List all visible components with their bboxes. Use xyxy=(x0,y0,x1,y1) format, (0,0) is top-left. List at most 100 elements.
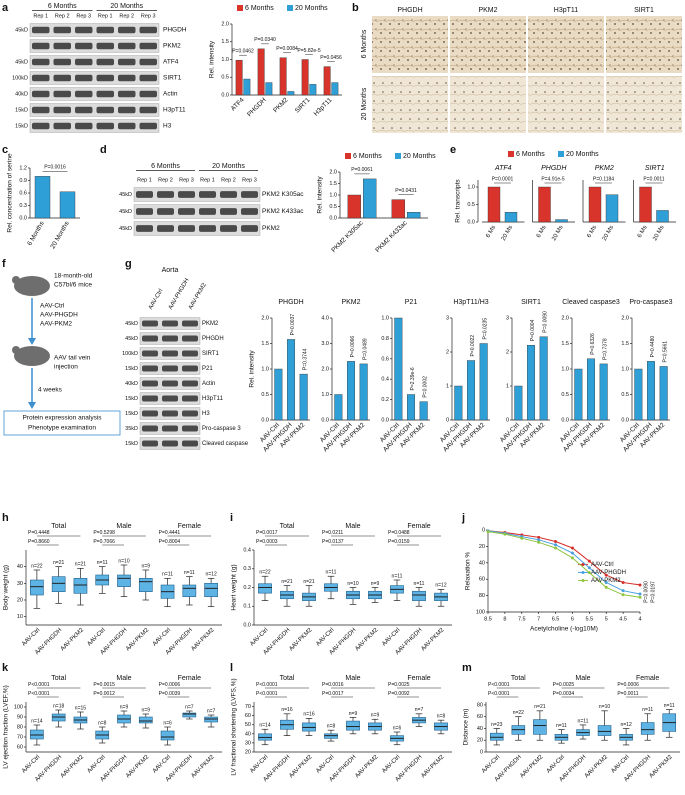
legend-swatch xyxy=(237,5,243,11)
x-tick-label: AAV-Ctrl xyxy=(610,754,630,774)
x-tick-label: AAV-Ctrl xyxy=(381,627,401,647)
blot-band xyxy=(139,58,157,66)
y-axis-label: Heart weight (g) xyxy=(231,564,238,610)
y-tick-label: 60 xyxy=(477,714,483,720)
blot-band xyxy=(157,208,174,215)
group-title: Male xyxy=(575,675,590,682)
panel-letter: m xyxy=(462,662,472,674)
p-value: P=0.4480 xyxy=(650,336,656,358)
kd-marker: 100kD xyxy=(122,351,138,357)
y-tick-label: 0.0 xyxy=(621,417,629,423)
lane-label: AAV-Ctrl xyxy=(148,288,164,311)
bar xyxy=(407,394,416,421)
blot-band xyxy=(53,74,71,82)
chart-title: H3pT11/H3 xyxy=(453,299,488,306)
x-tick-label: AAV-Ctrl xyxy=(381,754,401,774)
group-title: Male xyxy=(345,675,360,682)
kd-marker: 45kD xyxy=(119,226,132,232)
legend-label: 6 Months xyxy=(353,153,382,160)
box xyxy=(73,578,88,594)
x-tick-label: PKM2 xyxy=(272,96,290,114)
y-tick-label: 0.0 xyxy=(19,215,27,221)
bar xyxy=(639,186,652,223)
bar xyxy=(34,176,51,219)
legend-swatch xyxy=(508,151,514,157)
n-label: n=11 xyxy=(642,707,653,713)
protein-label: P21 xyxy=(202,366,213,372)
n-label: n=12 xyxy=(435,583,446,589)
blot-band xyxy=(118,42,136,50)
blot-band xyxy=(162,320,178,327)
legend-label: 20 Months xyxy=(566,151,599,158)
x-tick-label: 8 xyxy=(503,616,506,622)
bar xyxy=(574,368,583,421)
p-value: P=0.0197 xyxy=(650,581,656,603)
y-tick-label: 0.3 xyxy=(19,203,27,209)
panel-letter: h xyxy=(2,512,9,524)
n-label: n=21 xyxy=(534,704,545,710)
lane-label: Rep 1 xyxy=(33,13,48,19)
x-tick-label: PHGDH xyxy=(246,96,268,118)
bar xyxy=(479,343,488,421)
lane-label: Rep 2 xyxy=(55,13,70,19)
y-tick-label: 1.2 xyxy=(19,165,27,171)
blot-band xyxy=(136,191,153,198)
y-tick-label: 2.0 xyxy=(221,21,229,27)
y-tick-label: 70 xyxy=(245,704,251,710)
x-tick-label: AAV-PKM2 xyxy=(190,627,216,653)
blot-band xyxy=(220,191,237,198)
n-label: n=9 xyxy=(120,704,129,710)
blot-band xyxy=(96,42,114,50)
y-tick-label: 0.5 xyxy=(329,204,337,210)
blot-band xyxy=(96,74,114,82)
blot-band xyxy=(199,208,216,215)
y-axis-label: Rel. intensity xyxy=(249,350,256,388)
legend-label: AAV-PHGDH xyxy=(591,570,626,576)
bar xyxy=(588,186,602,223)
ihc-column-label: PKM2 xyxy=(478,7,497,14)
box xyxy=(258,583,272,594)
blot-band xyxy=(241,225,258,232)
lane-label: Rep 3 xyxy=(76,13,91,19)
blot-band xyxy=(139,122,157,130)
box xyxy=(51,576,66,592)
box xyxy=(182,584,197,597)
y-tick-label: 50 xyxy=(245,722,251,728)
blot-band xyxy=(75,42,93,50)
kd-marker: 15kD xyxy=(15,123,28,129)
bar xyxy=(419,401,428,421)
protein-label: Actin xyxy=(163,91,178,98)
legend-label: 20 Months xyxy=(295,5,328,12)
x-tick-label: 6 xyxy=(571,616,574,622)
blot-band xyxy=(53,26,71,34)
p-value: P=0.0462 xyxy=(232,49,254,55)
data-point xyxy=(554,539,558,543)
y-tick-label: 1.5 xyxy=(221,39,229,45)
y-axis-label: Rel. concentration of serine xyxy=(7,153,14,233)
y-tick-label: 1.0 xyxy=(221,57,229,63)
blot-band xyxy=(162,365,178,372)
blot-band xyxy=(241,208,258,215)
bar xyxy=(265,82,273,96)
lane-label: Rep 3 xyxy=(141,13,156,19)
x-tick-label: AAV-PKM2 xyxy=(125,627,151,653)
group-label: 20 Months xyxy=(110,3,143,10)
blot-band xyxy=(136,208,153,215)
blot-strip xyxy=(133,187,261,202)
panel-letter: b xyxy=(352,2,359,14)
x-tick-label: AAV-PKM2 xyxy=(354,754,380,780)
blot-band xyxy=(75,74,93,82)
p-value: P=0.8660 xyxy=(28,539,50,545)
y-tick-label: 40 xyxy=(477,726,483,732)
p-value: P=0.0016 xyxy=(322,682,344,688)
blot-band xyxy=(32,90,50,98)
p-value: P<0.0001 xyxy=(256,682,278,688)
x-tick-label: AAV-Ctrl xyxy=(21,627,41,647)
y-tick-label: 2.0 xyxy=(329,169,337,175)
n-label: n=16 xyxy=(303,712,314,718)
blot-band xyxy=(182,335,198,342)
blot-band xyxy=(118,90,136,98)
y-tick-label: 20 xyxy=(245,749,251,755)
bar xyxy=(555,219,568,223)
y-axis-label: LV ejection fraction (LVEF,%) xyxy=(3,685,10,769)
